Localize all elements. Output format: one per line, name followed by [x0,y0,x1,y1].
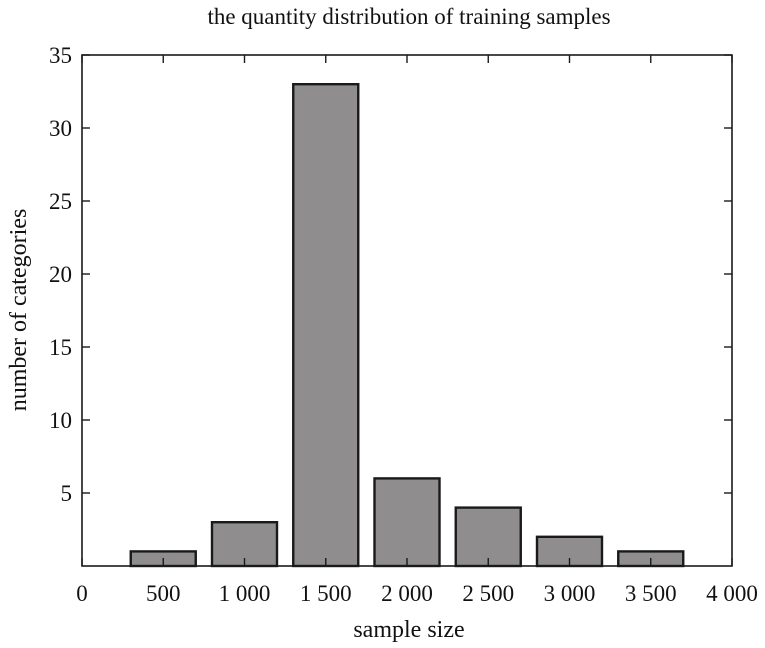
bar-2500 [454,506,522,568]
y-tick-label: 25 [49,189,72,214]
y-tick-label: 30 [49,116,72,141]
x-tick-label: 1 000 [219,581,271,606]
bar-2000 [373,477,441,568]
y-tick-label: 15 [49,335,72,360]
x-axis-label: sample size [353,617,464,643]
x-tick-label: 1 500 [300,581,352,606]
y-tick-label: 5 [61,481,73,506]
y-tick-label: 20 [49,262,72,287]
y-tick-label: 10 [49,408,72,433]
bars-group [129,82,685,568]
x-tick-label: 3 000 [544,581,596,606]
y-axis-label: number of categories [6,209,32,412]
x-tick-label: 2 500 [462,581,514,606]
x-tick-label: 0 [76,581,88,606]
chart-title: the quantity distribution of training sa… [207,4,610,29]
y-tick-label: 35 [49,43,72,68]
x-tick-label: 4 000 [706,581,758,606]
x-tick-label: 3 500 [625,581,677,606]
bar-1500 [292,82,360,568]
ticks-group: 0 500 1 000 1 500 2 000 2 500 3 000 3 500 4 000 5… [49,43,758,606]
x-tick-label: 2 000 [381,581,433,606]
x-tick-label: 500 [146,581,181,606]
